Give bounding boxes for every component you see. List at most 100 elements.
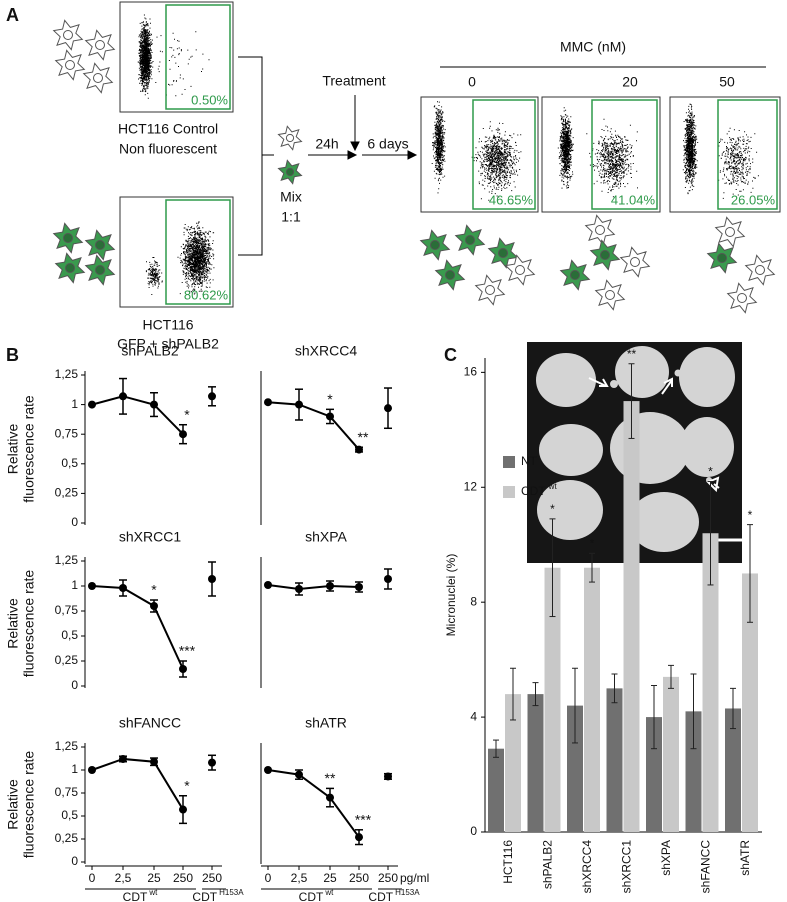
- error-bar: [510, 667, 516, 721]
- significance: *: [708, 465, 713, 479]
- significance: *: [327, 391, 333, 407]
- panel-letter: C: [444, 345, 457, 365]
- x-tick-label: HCT116: [501, 840, 515, 884]
- point: [295, 400, 303, 409]
- bar: [623, 401, 640, 832]
- chart-title: shATR: [305, 715, 347, 731]
- point: [208, 392, 216, 401]
- x-tick-label: 250: [202, 871, 222, 885]
- point: [150, 602, 158, 610]
- legend-label: NT: [521, 454, 538, 468]
- cell-nucleus: [498, 248, 508, 258]
- legend-label: CDT wt: [521, 482, 557, 498]
- mmc-title: MMC (nM): [560, 39, 626, 55]
- x-tick-label: 25: [323, 871, 337, 885]
- y-tick-label: 1,25: [55, 553, 79, 567]
- x-tick-label: shXRCC4: [580, 840, 594, 894]
- error-bar: [668, 664, 674, 689]
- cell-nucleus: [285, 167, 295, 177]
- point: [326, 582, 334, 590]
- panel-letter: B: [6, 345, 19, 365]
- cell-nucleus: [570, 270, 580, 280]
- chart-title: shFANCC: [119, 715, 181, 731]
- y-axis-label: Micronuclei (%): [444, 554, 458, 637]
- cell-label: Non fluorescent: [119, 141, 217, 157]
- x-tick-label: shXRCC1: [620, 840, 634, 894]
- point: [295, 770, 303, 779]
- cell-nucleus: [95, 240, 105, 250]
- chart-title: shXPA: [305, 529, 347, 545]
- gate-percent: 0.50%: [191, 92, 228, 107]
- point: [326, 793, 334, 802]
- point: [208, 575, 216, 583]
- y-tick-label: 0: [71, 854, 78, 868]
- y-tick-label: 4: [470, 709, 477, 723]
- line: [267, 401, 360, 451]
- flow-events: [431, 101, 522, 201]
- point: [150, 757, 158, 766]
- x-tick-label: 0: [89, 871, 96, 885]
- group-name: CDT: [299, 890, 324, 902]
- point: [88, 400, 96, 409]
- bar: [527, 694, 544, 832]
- flow-gate: [717, 99, 778, 210]
- line: [267, 584, 360, 591]
- bar: [606, 688, 623, 832]
- dose-label: 0: [468, 74, 476, 90]
- bar: [488, 748, 504, 832]
- legend-name: CDT: [521, 484, 546, 498]
- flow-events: [145, 221, 215, 295]
- error-bar: [589, 552, 595, 583]
- cell-nucleus: [630, 257, 640, 267]
- y-tick-label: 1: [71, 397, 78, 411]
- error-bar: [611, 673, 618, 704]
- x-tick-label: 2,5: [291, 871, 308, 885]
- error-bar: [532, 682, 539, 707]
- point: [326, 412, 334, 421]
- error-bar: [651, 684, 657, 750]
- point: [88, 582, 96, 590]
- chart-title: shPALB2: [121, 343, 179, 359]
- x-tick-label: shPALB2: [541, 840, 555, 889]
- cell-nucleus: [725, 227, 735, 237]
- x-tick-label: 2,5: [115, 871, 132, 885]
- cell-nucleus: [63, 30, 73, 40]
- mix-label: 1:1: [281, 209, 301, 225]
- point: [88, 766, 96, 774]
- group-sup: H153A: [395, 888, 420, 897]
- line: [91, 757, 184, 811]
- y-tick-label: 0,5: [61, 808, 78, 822]
- y-tick-label: 0: [71, 515, 78, 529]
- x-tick-label: 0: [265, 871, 272, 885]
- significance: ***: [355, 812, 372, 828]
- cell-nucleus: [65, 263, 75, 273]
- y-tick-label: 0: [71, 678, 78, 692]
- point: [119, 392, 127, 401]
- bar: [544, 567, 561, 832]
- cell-nucleus: [755, 265, 765, 275]
- cell-nucleus: [515, 265, 525, 275]
- error-bar: [572, 667, 578, 744]
- y-tick-label: 0,25: [55, 486, 79, 500]
- legend-swatch: [503, 486, 515, 498]
- flow-plot: [119, 196, 234, 308]
- error-bar: [493, 739, 499, 758]
- significance: **: [358, 429, 369, 445]
- point: [264, 398, 272, 407]
- point: [384, 772, 392, 781]
- group-label: CDT H153A: [368, 888, 420, 902]
- dose-label: 20: [622, 74, 638, 90]
- y-axis-label: fluorescence rate: [21, 395, 37, 503]
- point: [179, 805, 187, 814]
- cell-nucleus: [65, 60, 75, 70]
- gate-percent: 41.04%: [611, 192, 656, 207]
- dose-label: 50: [719, 74, 735, 90]
- chart-title: shXRCC4: [295, 343, 357, 359]
- y-tick-label: 0,75: [55, 426, 79, 440]
- legend-swatch: [503, 456, 515, 468]
- bar: [742, 573, 758, 832]
- point: [150, 400, 158, 409]
- cell-nucleus: [485, 285, 495, 295]
- error-bar: [707, 481, 714, 586]
- y-tick-label: 1: [71, 578, 78, 592]
